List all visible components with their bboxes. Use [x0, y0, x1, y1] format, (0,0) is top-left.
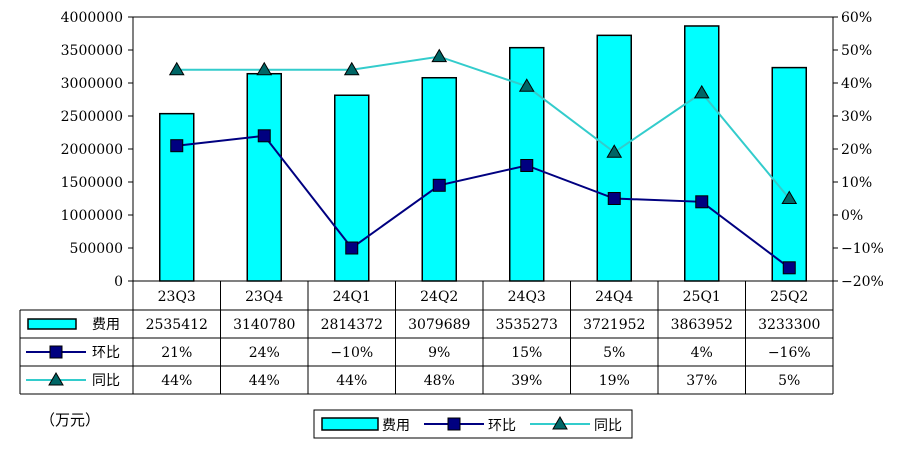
- cell-value: −16%: [768, 345, 811, 361]
- cell-value: 3079689: [408, 317, 470, 333]
- cell-value: 19%: [599, 373, 630, 389]
- cell-value: 2814372: [321, 317, 383, 333]
- yoy-point-24Q4: [606, 144, 623, 158]
- cell-value: 44%: [249, 373, 280, 389]
- category-label: 24Q3: [508, 289, 546, 305]
- category-label: 25Q2: [770, 289, 808, 305]
- cell-value: 24%: [249, 345, 280, 361]
- yoy-line: [176, 55, 791, 200]
- mom-line: [176, 134, 790, 269]
- left-axis-tick-label: 0: [114, 274, 123, 290]
- cell-value: 3535273: [496, 317, 558, 333]
- right-axis-tick-label: 60%: [841, 10, 872, 26]
- cell-value: 5%: [778, 373, 800, 389]
- cell-value: 44%: [336, 373, 367, 389]
- category-label: 23Q3: [158, 289, 196, 305]
- category-label: 25Q1: [683, 289, 721, 305]
- right-axis-tick-label: 20%: [841, 142, 872, 158]
- mom-point-24Q4: [607, 192, 621, 205]
- right-axis-tick-label: −10%: [841, 241, 884, 257]
- unit-label: （万元）: [40, 411, 100, 429]
- yoy-point-23Q3: [168, 61, 185, 76]
- left-axis-tick-label: 1000000: [61, 208, 123, 224]
- right-axis-tick-label: −20%: [841, 274, 884, 290]
- legend-key-mom-marker: [447, 417, 461, 431]
- data-table: 23Q3 23Q4 24Q1 24Q2 24Q3 24Q4 25Q1 25Q2 费用 253541…: [19, 280, 834, 395]
- category-label: 24Q2: [420, 289, 458, 305]
- cell-value: 44%: [161, 373, 192, 389]
- yoy-point-24Q1: [343, 61, 360, 76]
- yoy-point-25Q1: [693, 84, 710, 99]
- bar-23Q4: [246, 72, 282, 282]
- legend-label-yoy: 同比: [594, 418, 622, 434]
- legend: 费用 环比 同比: [313, 409, 633, 439]
- left-axis: 0 500000 1000000 1500000 2000000 2500000 30000…: [61, 10, 133, 290]
- cell-value: 48%: [424, 373, 455, 389]
- cell-value: 9%: [428, 345, 450, 361]
- row-key-bar: [27, 318, 77, 330]
- right-axis-tick-label: 40%: [841, 76, 872, 92]
- row-label: 环比: [92, 345, 120, 361]
- line-series: [168, 48, 798, 275]
- bar-23Q3: [159, 112, 195, 282]
- bar-24Q4: [596, 34, 632, 282]
- category-label: 24Q1: [333, 289, 371, 305]
- right-axis-tick-label: 0%: [841, 208, 863, 224]
- left-axis-tick-label: 4000000: [61, 10, 123, 26]
- bar-25Q1: [684, 25, 720, 282]
- row-label: 费用: [92, 317, 120, 333]
- mom-point-23Q3: [170, 139, 184, 153]
- cell-value: 2535412: [146, 317, 208, 333]
- legend-label-mom: 环比: [488, 418, 516, 434]
- cell-value: 3721952: [583, 317, 645, 333]
- mom-point-25Q2: [782, 261, 796, 275]
- plot-area: [132, 16, 834, 282]
- cell-value: 4%: [691, 345, 713, 361]
- left-axis-tick-label: 3000000: [61, 76, 123, 92]
- cell-value: 39%: [511, 373, 542, 389]
- left-axis-tick-label: 2000000: [61, 142, 123, 158]
- yoy-point-24Q2: [431, 48, 448, 63]
- cell-value: 15%: [511, 345, 542, 361]
- left-axis-tick-label: 3500000: [61, 43, 123, 59]
- cell-value: 37%: [686, 373, 717, 389]
- mom-point-25Q1: [695, 195, 709, 209]
- mom-point-23Q4: [257, 129, 271, 143]
- mom-point-24Q3: [520, 159, 534, 172]
- plot-border: [132, 16, 834, 282]
- bar-series: [159, 25, 807, 282]
- right-axis-tick-label: 50%: [841, 43, 872, 59]
- yoy-point-24Q3: [518, 78, 535, 92]
- right-axis-tick-label: 10%: [841, 175, 872, 191]
- mom-point-24Q1: [345, 241, 359, 255]
- category-label: 24Q4: [595, 289, 633, 305]
- right-axis: −20% −10% 0% 10% 20% 30% 40% 50% 60%: [833, 10, 884, 290]
- yoy-point-25Q2: [781, 190, 798, 204]
- mom-point-24Q2: [432, 178, 446, 192]
- cell-value: −10%: [330, 345, 373, 361]
- row-key-marker: [48, 372, 64, 386]
- category-label: 23Q4: [245, 289, 283, 305]
- yoy-point-23Q4: [256, 61, 273, 76]
- legend-key-yoy-marker: [552, 416, 568, 430]
- left-axis-tick-label: 1500000: [61, 175, 123, 191]
- row-key-marker: [49, 345, 63, 359]
- left-axis-tick-label: 500000: [70, 241, 123, 257]
- cell-value: 5%: [603, 345, 625, 361]
- right-axis-tick-label: 30%: [841, 109, 872, 125]
- legend-key-bar: [321, 417, 379, 431]
- cell-value: 3863952: [671, 317, 733, 333]
- bar-25Q2: [771, 66, 807, 282]
- left-axis-tick-label: 2500000: [61, 109, 123, 125]
- row-label: 同比: [92, 373, 120, 389]
- cell-value: 3233300: [758, 317, 820, 333]
- cell-value: 3140780: [233, 317, 295, 333]
- legend-label-bar: 费用: [382, 418, 410, 434]
- cell-value: 21%: [161, 345, 192, 361]
